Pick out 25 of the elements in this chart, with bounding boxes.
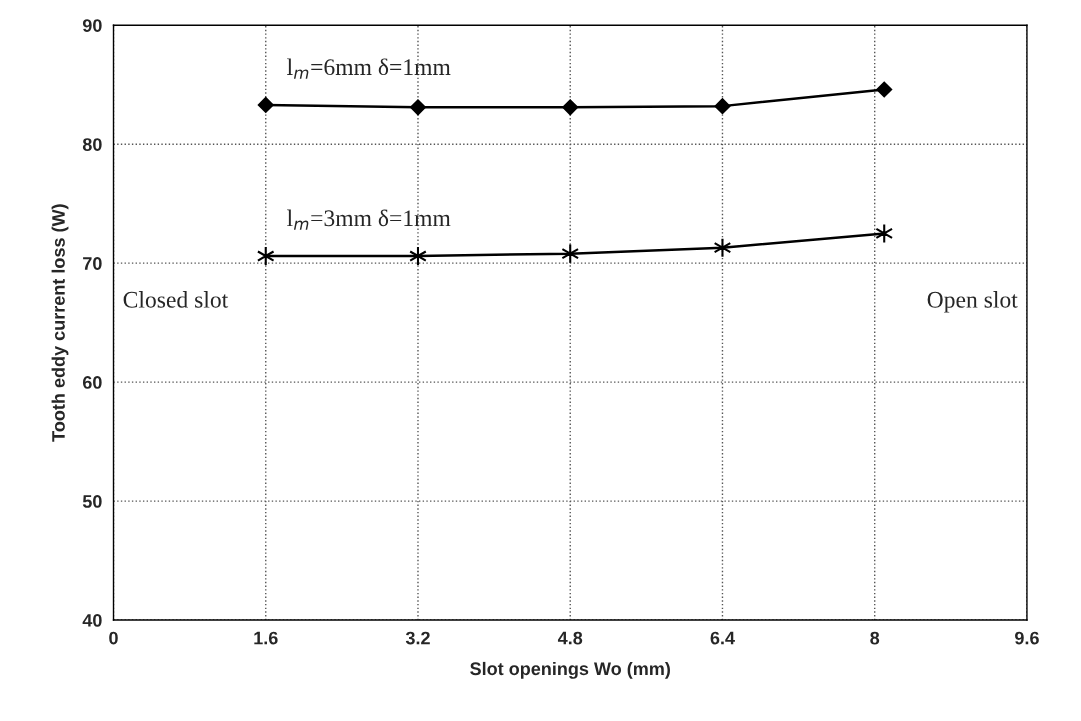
y-tick-label: 40 (82, 613, 102, 627)
y-tick-label: 60 (82, 376, 102, 389)
x-tick-label: 0 (109, 631, 118, 645)
annotation: Closed slot (123, 291, 229, 308)
y-tick-label: 90 (82, 19, 102, 32)
series-label: l$_{m}$=3mm δ=1mm (287, 209, 451, 230)
x-axis-title: Slot openings Wo (mm) (470, 661, 670, 679)
point (714, 98, 731, 115)
x-tick-label: 6.4 (710, 631, 735, 645)
point (713, 237, 732, 258)
point (410, 99, 426, 116)
y-tick-label: 70 (83, 257, 102, 270)
x-tick-label: 9.6 (1015, 631, 1039, 645)
x-tick-label: 1.6 (254, 631, 278, 645)
y-tick-label: 50 (82, 495, 102, 508)
point (876, 81, 893, 98)
point (257, 97, 274, 113)
point (562, 99, 579, 116)
y-axis-title: Tooth eddy current loss (W) (51, 204, 69, 442)
series-label: l$_{m}$=6mm δ=1mm (287, 58, 451, 79)
y-tick-label: 80 (82, 138, 102, 151)
x-tick-label: 4.8 (557, 631, 583, 645)
x-tick-label: 3.2 (405, 631, 430, 645)
annotation: Open slot (927, 291, 1018, 313)
x-tick-label: 8 (870, 631, 880, 645)
